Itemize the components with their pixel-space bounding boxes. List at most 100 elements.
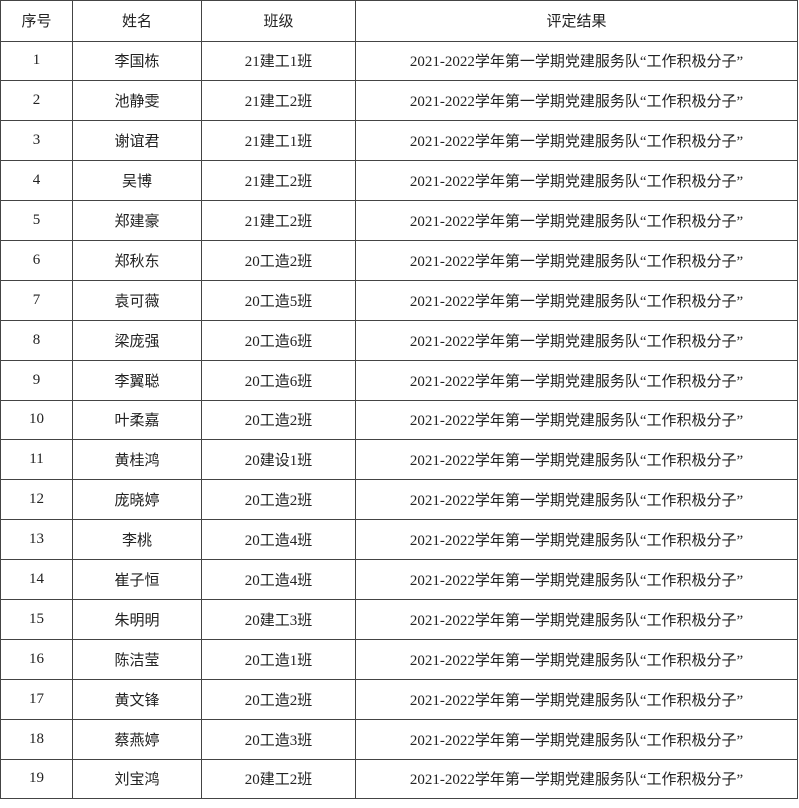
class-cell: 20工造1班 bbox=[201, 638, 356, 680]
result-cell: 2021-2022学年第一学期党建服务队“工作积极分子” bbox=[355, 519, 798, 561]
result-cell: 2021-2022学年第一学期党建服务队“工作积极分子” bbox=[355, 319, 798, 361]
header-result: 评定结果 bbox=[355, 0, 798, 42]
class-cell: 21建工2班 bbox=[201, 200, 356, 241]
class-cell: 20工造4班 bbox=[201, 559, 356, 600]
result-cell: 2021-2022学年第一学期党建服务队“工作积极分子” bbox=[355, 439, 798, 481]
name-cell: 李国栋 bbox=[72, 40, 202, 82]
result-cell: 2021-2022学年第一学期党建服务队“工作积极分子” bbox=[355, 279, 798, 321]
index-cell: 8 bbox=[0, 319, 73, 361]
result-cell: 2021-2022学年第一学期党建服务队“工作积极分子” bbox=[355, 359, 798, 401]
class-cell: 20建工2班 bbox=[201, 758, 356, 800]
name-cell: 刘宝鸿 bbox=[72, 758, 202, 800]
name-cell: 朱明明 bbox=[72, 598, 202, 640]
class-cell: 21建工1班 bbox=[201, 120, 356, 162]
result-cell: 2021-2022学年第一学期党建服务队“工作积极分子” bbox=[355, 559, 798, 600]
index-cell: 17 bbox=[0, 678, 73, 720]
class-cell: 20工造2班 bbox=[201, 239, 356, 281]
index-cell: 13 bbox=[0, 519, 73, 561]
index-cell: 14 bbox=[0, 559, 73, 600]
header-name: 姓名 bbox=[72, 0, 202, 42]
index-cell: 9 bbox=[0, 359, 73, 401]
result-cell: 2021-2022学年第一学期党建服务队“工作积极分子” bbox=[355, 200, 798, 241]
table-row: 1 李国栋 21建工1班 2021-2022学年第一学期党建服务队“工作积极分子” bbox=[0, 40, 798, 82]
index-cell: 10 bbox=[0, 399, 73, 441]
result-cell: 2021-2022学年第一学期党建服务队“工作积极分子” bbox=[355, 120, 798, 162]
name-cell: 郑秋东 bbox=[72, 239, 202, 281]
result-cell: 2021-2022学年第一学期党建服务队“工作积极分子” bbox=[355, 758, 798, 800]
name-cell: 黄文锋 bbox=[72, 678, 202, 720]
index-cell: 11 bbox=[0, 439, 73, 481]
table-row: 5 郑建豪 21建工2班 2021-2022学年第一学期党建服务队“工作积极分子” bbox=[0, 200, 798, 241]
name-cell: 郑建豪 bbox=[72, 200, 202, 241]
index-cell: 12 bbox=[0, 479, 73, 521]
header-row: 序号 姓名 班级 评定结果 bbox=[0, 0, 798, 42]
index-cell: 4 bbox=[0, 160, 73, 202]
index-cell: 7 bbox=[0, 279, 73, 321]
result-cell: 2021-2022学年第一学期党建服务队“工作积极分子” bbox=[355, 718, 798, 760]
table-row: 14 崔子恒 20工造4班 2021-2022学年第一学期党建服务队“工作积极分子” bbox=[0, 559, 798, 600]
name-cell: 袁可薇 bbox=[72, 279, 202, 321]
name-cell: 崔子恒 bbox=[72, 559, 202, 600]
header-class: 班级 bbox=[201, 0, 356, 42]
result-cell: 2021-2022学年第一学期党建服务队“工作积极分子” bbox=[355, 678, 798, 720]
name-cell: 庞晓婷 bbox=[72, 479, 202, 521]
result-cell: 2021-2022学年第一学期党建服务队“工作积极分子” bbox=[355, 160, 798, 202]
table-row: 18 蔡燕婷 20工造3班 2021-2022学年第一学期党建服务队“工作积极分子” bbox=[0, 718, 798, 760]
class-cell: 20建设1班 bbox=[201, 439, 356, 481]
class-cell: 20工造2班 bbox=[201, 678, 356, 720]
table-row: 15 朱明明 20建工3班 2021-2022学年第一学期党建服务队“工作积极分子” bbox=[0, 598, 798, 640]
table-row: 2 池静雯 21建工2班 2021-2022学年第一学期党建服务队“工作积极分子” bbox=[0, 80, 798, 122]
index-cell: 1 bbox=[0, 40, 73, 82]
index-cell: 5 bbox=[0, 200, 73, 241]
class-cell: 21建工1班 bbox=[201, 40, 356, 82]
index-cell: 3 bbox=[0, 120, 73, 162]
table-row: 16 陈洁莹 20工造1班 2021-2022学年第一学期党建服务队“工作积极分子” bbox=[0, 638, 798, 680]
name-cell: 陈洁莹 bbox=[72, 638, 202, 680]
table-row: 9 李翼聪 20工造6班 2021-2022学年第一学期党建服务队“工作积极分子” bbox=[0, 359, 798, 401]
result-cell: 2021-2022学年第一学期党建服务队“工作积极分子” bbox=[355, 40, 798, 82]
result-cell: 2021-2022学年第一学期党建服务队“工作积极分子” bbox=[355, 399, 798, 441]
name-cell: 池静雯 bbox=[72, 80, 202, 122]
index-cell: 19 bbox=[0, 758, 73, 800]
index-cell: 18 bbox=[0, 718, 73, 760]
name-cell: 谢谊君 bbox=[72, 120, 202, 162]
class-cell: 20建工3班 bbox=[201, 598, 356, 640]
result-cell: 2021-2022学年第一学期党建服务队“工作积极分子” bbox=[355, 638, 798, 680]
table-row: 8 梁庞强 20工造6班 2021-2022学年第一学期党建服务队“工作积极分子” bbox=[0, 319, 798, 361]
table-row: 4 吴博 21建工2班 2021-2022学年第一学期党建服务队“工作积极分子” bbox=[0, 160, 798, 202]
result-cell: 2021-2022学年第一学期党建服务队“工作积极分子” bbox=[355, 80, 798, 122]
name-cell: 吴博 bbox=[72, 160, 202, 202]
class-cell: 21建工2班 bbox=[201, 80, 356, 122]
table-row: 19 刘宝鸿 20建工2班 2021-2022学年第一学期党建服务队“工作积极分子” bbox=[0, 758, 798, 800]
class-cell: 20工造4班 bbox=[201, 519, 356, 561]
class-cell: 20工造2班 bbox=[201, 479, 356, 521]
name-cell: 梁庞强 bbox=[72, 319, 202, 361]
table-row: 17 黄文锋 20工造2班 2021-2022学年第一学期党建服务队“工作积极分子” bbox=[0, 678, 798, 720]
name-cell: 蔡燕婷 bbox=[72, 718, 202, 760]
name-cell: 李桃 bbox=[72, 519, 202, 561]
index-cell: 16 bbox=[0, 638, 73, 680]
name-cell: 李翼聪 bbox=[72, 359, 202, 401]
class-cell: 20工造3班 bbox=[201, 718, 356, 760]
index-cell: 2 bbox=[0, 80, 73, 122]
header-index: 序号 bbox=[0, 0, 73, 42]
class-cell: 20工造6班 bbox=[201, 359, 356, 401]
class-cell: 20工造6班 bbox=[201, 319, 356, 361]
table-row: 10 叶柔嘉 20工造2班 2021-2022学年第一学期党建服务队“工作积极分子” bbox=[0, 399, 798, 441]
table-row: 3 谢谊君 21建工1班 2021-2022学年第一学期党建服务队“工作积极分子” bbox=[0, 120, 798, 162]
class-cell: 20工造5班 bbox=[201, 279, 356, 321]
table-row: 7 袁可薇 20工造5班 2021-2022学年第一学期党建服务队“工作积极分子” bbox=[0, 279, 798, 321]
name-cell: 黄桂鸿 bbox=[72, 439, 202, 481]
result-cell: 2021-2022学年第一学期党建服务队“工作积极分子” bbox=[355, 239, 798, 281]
name-cell: 叶柔嘉 bbox=[72, 399, 202, 441]
index-cell: 6 bbox=[0, 239, 73, 281]
table-row: 13 李桃 20工造4班 2021-2022学年第一学期党建服务队“工作积极分子” bbox=[0, 519, 798, 561]
result-cell: 2021-2022学年第一学期党建服务队“工作积极分子” bbox=[355, 598, 798, 640]
index-cell: 15 bbox=[0, 598, 73, 640]
class-cell: 20工造2班 bbox=[201, 399, 356, 441]
table-row: 11 黄桂鸿 20建设1班 2021-2022学年第一学期党建服务队“工作积极分子” bbox=[0, 439, 798, 481]
table-row: 12 庞晓婷 20工造2班 2021-2022学年第一学期党建服务队“工作积极分子” bbox=[0, 479, 798, 521]
table-row: 6 郑秋东 20工造2班 2021-2022学年第一学期党建服务队“工作积极分子” bbox=[0, 239, 798, 281]
class-cell: 21建工2班 bbox=[201, 160, 356, 202]
